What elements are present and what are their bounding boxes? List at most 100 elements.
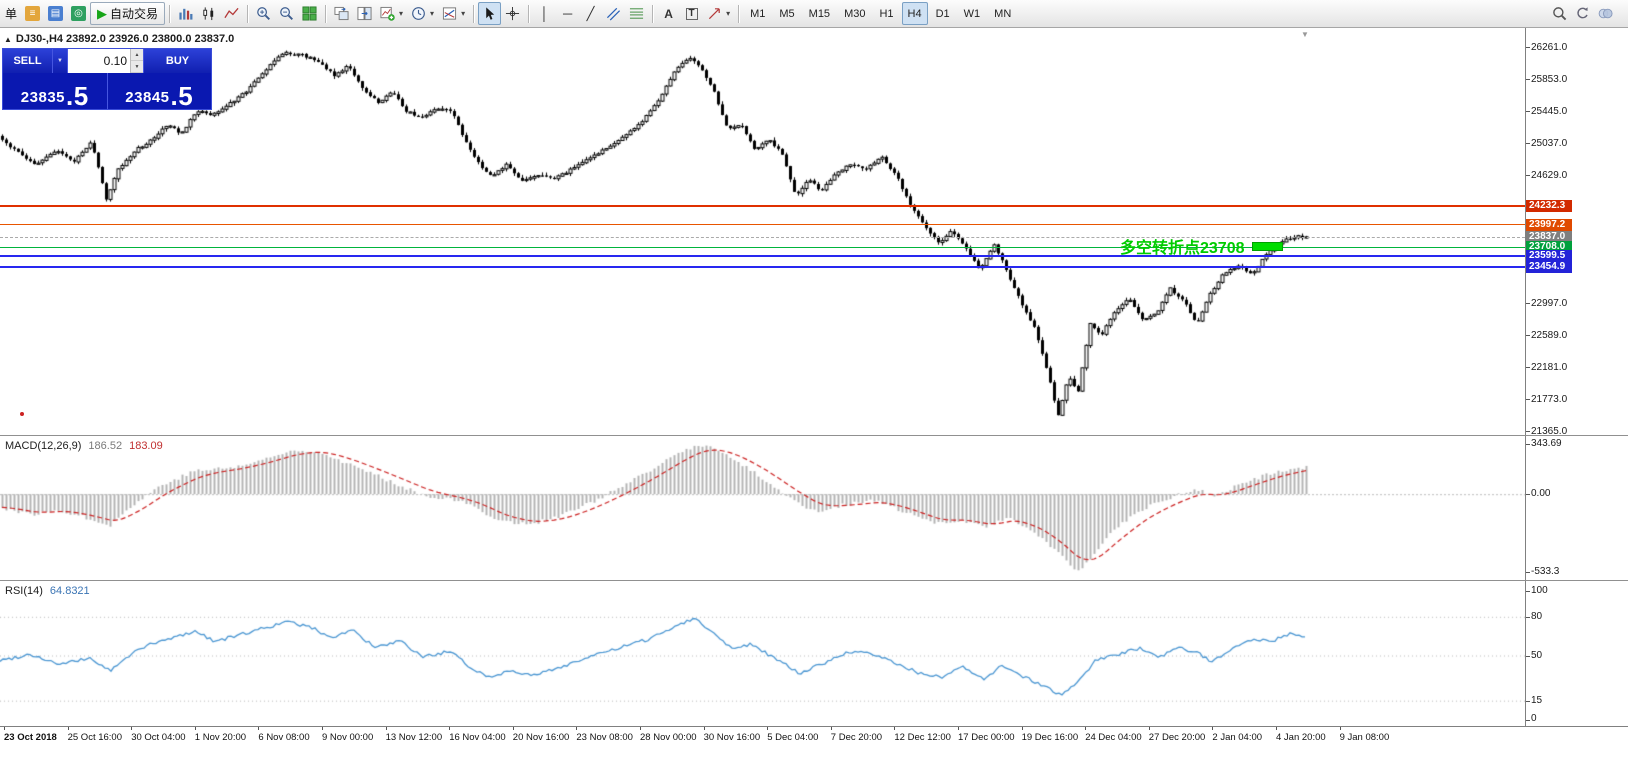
rsi-value: 64.8321 — [49, 585, 90, 597]
time-axis-label: 13 Nov 12:00 — [385, 732, 443, 743]
timeframe-h1[interactable]: H1 — [879, 7, 894, 20]
text-label-tool[interactable]: T — [680, 2, 703, 25]
buy-button[interactable]: BUY — [144, 49, 211, 73]
new-order-label: 单 — [5, 7, 18, 21]
text-label-tool-glyph: T — [685, 7, 698, 20]
object-marker-dot — [20, 412, 24, 416]
axis-tick-mark — [1526, 444, 1530, 445]
timeframe-h4[interactable]: H4 — [901, 2, 928, 25]
sell-button[interactable]: SELL — [3, 49, 53, 73]
chevron-down-icon: ▾ — [726, 9, 731, 18]
time-axis-label: 5 Dec 04:00 — [767, 732, 819, 743]
search-icon[interactable] — [1548, 2, 1571, 25]
buy-price-main: 23845 — [125, 89, 170, 106]
new-chart-button[interactable]: ▾ — [376, 2, 407, 25]
time-tick-mark — [576, 727, 578, 730]
time-tick-mark — [449, 727, 451, 730]
timeframe-w1[interactable]: W1 — [963, 7, 981, 20]
horizontal-line-tool[interactable]: ─ — [556, 2, 579, 25]
time-axis-label: 12 Dec 12:00 — [894, 732, 951, 743]
macd-chart[interactable] — [0, 436, 1525, 580]
strategy-tester-icon[interactable]: ◎ — [67, 2, 90, 25]
channel-glyph — [606, 6, 621, 21]
line-chart-icon-glyph — [224, 6, 239, 21]
chevron-down-icon: ▾ — [399, 9, 404, 18]
data-window-icon[interactable]: ▤ — [44, 2, 67, 25]
sync-icon[interactable] — [1571, 2, 1594, 25]
line-chart-icon[interactable] — [220, 2, 243, 25]
timeframe-d1[interactable]: D1 — [935, 7, 950, 20]
time-tick-mark — [322, 727, 323, 730]
turning-point-marker[interactable] — [1251, 241, 1283, 251]
arrows-tool[interactable]: ▾ — [703, 2, 734, 25]
autotrading-button[interactable]: ▶ 自动交易 — [90, 2, 166, 25]
timeframe-m15[interactable]: M15 — [808, 7, 831, 20]
profiles-button[interactable]: ▾ — [407, 2, 438, 25]
rsi-chart[interactable] — [0, 581, 1525, 726]
time-tick-mark — [1212, 727, 1214, 730]
crosshair-tool[interactable] — [501, 2, 524, 25]
axis-tick-mark — [1526, 175, 1530, 176]
time-axis-label: 16 Nov 04:00 — [449, 732, 506, 743]
timeframes-toolbar: M1 M5 M15 M30 H1 H4 D1 W1 MN — [743, 2, 1018, 25]
rsi-tick-label: 50 — [1531, 649, 1543, 661]
volume-down-button[interactable]: ▼ — [131, 61, 143, 73]
current-price-tag: 23837.0 — [1526, 231, 1572, 244]
panel-splitter[interactable] — [0, 580, 1628, 581]
text-tool[interactable]: A — [657, 2, 680, 25]
timeframe-mn[interactable]: MN — [994, 7, 1012, 20]
zoom-in-icon-glyph — [256, 6, 271, 21]
cursor-tool[interactable] — [478, 2, 502, 25]
sell-price-pip: .5 — [66, 80, 89, 111]
panel-splitter[interactable] — [0, 435, 1628, 436]
metaeditor-icon-glyph: ≡ — [25, 6, 41, 21]
time-axis-label: 9 Jan 08:00 — [1339, 732, 1390, 743]
timeframe-m30[interactable]: M30 — [844, 7, 866, 20]
price-tick-label: 25037.0 — [1531, 138, 1568, 149]
price-axis[interactable]: 26261.0 25853.0 25445.0 25037.0 24629.0 22997… — [1526, 28, 1628, 437]
metaeditor-icon[interactable]: ≡ — [21, 2, 44, 25]
timeframe-m1[interactable]: M1 — [750, 7, 766, 20]
templates-button[interactable]: ▾ — [438, 2, 469, 25]
time-axis-label: 6 Nov 08:00 — [258, 732, 310, 743]
macd-axis[interactable]: 343.69 0.00 -533.3 — [1526, 436, 1628, 580]
axis-tick-mark — [1526, 79, 1530, 80]
price-tick-label: 26261.0 — [1531, 42, 1568, 53]
candlestick-chart[interactable] — [0, 28, 1525, 435]
fibonacci-tool[interactable] — [625, 2, 648, 25]
arrange-windows-icon[interactable] — [353, 2, 376, 25]
sync-icon-glyph — [1575, 6, 1590, 21]
candlestick-icon[interactable] — [197, 2, 220, 25]
arrows-glyph — [707, 6, 722, 21]
time-axis[interactable]: 23 Oct 2018 25 Oct 16:00 30 Oct 04:00 1 Nov… — [0, 726, 1628, 776]
cascade-windows-icon[interactable] — [330, 2, 353, 25]
toolbar-separator — [325, 4, 327, 23]
price-tick-label: 25445.0 — [1531, 106, 1568, 117]
bar-chart-icon[interactable] — [174, 2, 197, 25]
volume-up-button[interactable]: ▲ — [131, 49, 143, 61]
time-axis-label: 30 Nov 16:00 — [703, 732, 761, 743]
turning-point-annotation[interactable]: 多空转折点23708 — [1120, 236, 1283, 257]
trendline-tool[interactable]: ╱ — [579, 2, 602, 25]
zoom-out-icon[interactable] — [275, 2, 298, 25]
community-icon[interactable] — [1594, 2, 1617, 25]
volume-input[interactable] — [68, 49, 130, 73]
axis-tick-mark — [1526, 111, 1530, 112]
vertical-line-tool[interactable]: │ — [533, 2, 556, 25]
timeframe-m5[interactable]: M5 — [779, 7, 795, 20]
time-tick-mark — [640, 727, 641, 730]
play-icon: ▶ — [97, 6, 108, 21]
channel-tool[interactable] — [602, 2, 625, 25]
axis-tick-mark — [1526, 143, 1530, 144]
zoom-in-icon[interactable] — [252, 2, 275, 25]
sell-price[interactable]: 23835.5 — [3, 73, 108, 109]
chart-shift-marker[interactable]: ▼ — [1301, 30, 1309, 39]
rsi-axis[interactable]: 100 80 50 15 0 — [1526, 581, 1628, 726]
sell-label: SELL — [13, 55, 42, 67]
price-level-tag: 23997.2 — [1526, 218, 1572, 231]
buy-price[interactable]: 23845.5 — [108, 73, 212, 109]
rsi-tick-label: 100 — [1531, 585, 1548, 596]
order-type-dropdown[interactable]: ▼ — [53, 49, 68, 73]
price-level-tag: 23454.9 — [1526, 261, 1572, 274]
tile-windows-icon[interactable] — [298, 2, 321, 25]
